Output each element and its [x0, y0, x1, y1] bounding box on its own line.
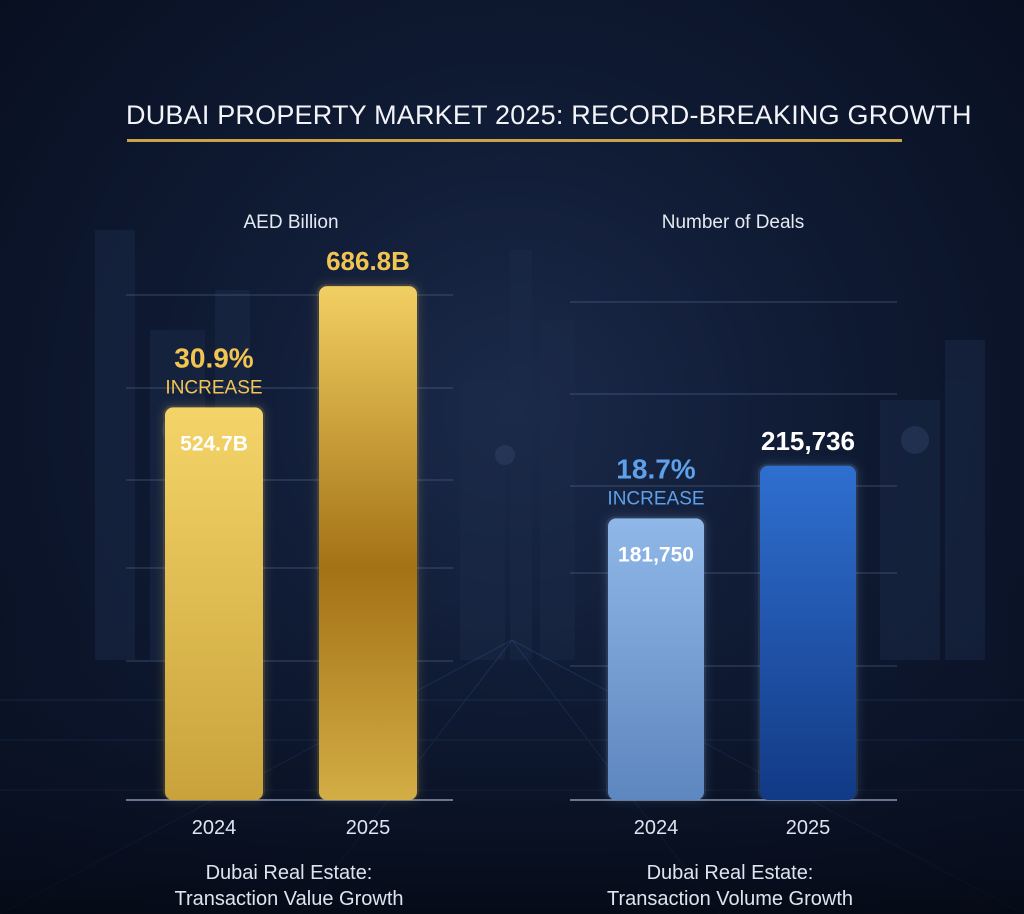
volume-data-label-2024: 181,750 [618, 543, 694, 566]
value-data-label-2025: 686.8B [326, 246, 410, 276]
volume-growth-label: INCREASE [607, 488, 704, 509]
title-underline [127, 139, 902, 142]
value-chart-unit-label: AED Billion [243, 212, 339, 233]
value-caption-line-2: Transaction Value Growth [174, 888, 404, 910]
volume-chart-caption: Dubai Real Estate: Transaction Volume Gr… [550, 860, 910, 912]
value-tick-label-2024: 2024 [192, 817, 237, 839]
value-growth-label: INCREASE [165, 377, 262, 398]
value-bar-2025 [319, 286, 417, 801]
volume-chart-unit-label: Number of Deals [661, 212, 805, 233]
volume-caption-line-1: Dubai Real Estate: [646, 862, 814, 884]
value-chart-caption: Dubai Real Estate: Transaction Value Gro… [109, 860, 469, 912]
volume-growth-percent: 18.7% [616, 453, 695, 484]
value-bar-2024 [165, 407, 263, 800]
value-growth-percent: 30.9% [174, 342, 253, 373]
page-title: DUBAI PROPERTY MARKET 2025: RECORD-BREAK… [126, 100, 972, 130]
volume-tick-label-2025: 2025 [786, 817, 831, 839]
volume-data-label-2025: 215,736 [761, 426, 855, 456]
volume-caption-line-2: Transaction Volume Growth [606, 888, 854, 910]
volume-tick-label-2024: 2024 [634, 817, 679, 839]
volume-bar-2024 [608, 518, 704, 800]
value-data-label-2024: 524.7B [180, 432, 248, 455]
value-tick-label-2025: 2025 [346, 817, 391, 839]
value-caption-line-1: Dubai Real Estate: [205, 862, 373, 884]
volume-bar-2025 [760, 465, 856, 800]
